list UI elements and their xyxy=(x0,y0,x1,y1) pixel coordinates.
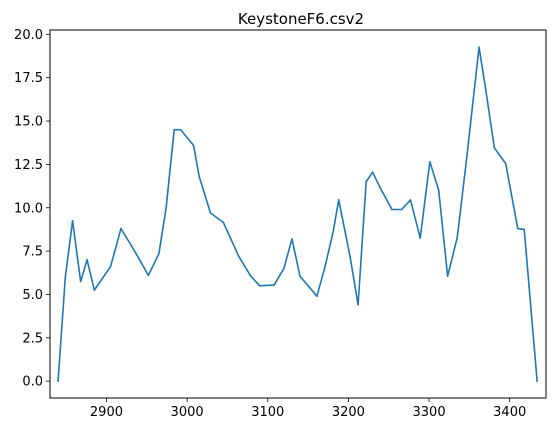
y-tick-label: 12.5 xyxy=(14,158,43,173)
data-point xyxy=(222,221,225,224)
data-point xyxy=(209,212,212,214)
data-point xyxy=(446,275,449,278)
data-point xyxy=(133,250,136,252)
data-point xyxy=(371,171,374,174)
data-point xyxy=(324,265,326,268)
data-point xyxy=(429,161,431,163)
data-point xyxy=(523,228,526,231)
data-point xyxy=(337,199,340,201)
data-point xyxy=(332,231,334,233)
y-tick-label: 17.5 xyxy=(14,71,43,86)
data-point xyxy=(516,227,519,230)
data-point xyxy=(409,199,412,201)
x-axis: 2900 3000 3100 3200 3300 3400 xyxy=(90,398,526,420)
x-tick-label: 3300 xyxy=(413,405,446,420)
x-tick-label: 3200 xyxy=(332,405,365,420)
x-tick-label: 3100 xyxy=(251,405,284,420)
data-point xyxy=(465,161,467,164)
data-point xyxy=(478,46,480,49)
data-point xyxy=(86,258,88,261)
y-tick-label: 2.5 xyxy=(22,331,43,346)
y-tick-label: 20.0 xyxy=(14,28,43,43)
data-point xyxy=(109,265,112,268)
data-point xyxy=(192,144,195,147)
data-point xyxy=(273,284,276,286)
data-point xyxy=(365,180,367,183)
data-point xyxy=(379,187,382,190)
data-point xyxy=(456,236,459,239)
data-point xyxy=(391,208,393,211)
y-tick-label: 7.5 xyxy=(22,245,43,260)
data-point xyxy=(316,295,318,298)
data-point xyxy=(437,189,440,192)
data-point xyxy=(299,275,301,278)
data-point xyxy=(93,289,96,291)
chart-title: KeystoneF6.csv2 xyxy=(238,10,364,28)
data-point xyxy=(536,380,538,382)
y-axis: 0.0 2.5 5.0 7.5 10.0 12.5 15.0 17.5 20.0 xyxy=(14,28,50,390)
data-point xyxy=(71,219,74,222)
series-line xyxy=(57,46,538,382)
x-tick-label: 2900 xyxy=(90,405,123,420)
data-point xyxy=(400,208,403,211)
data-point xyxy=(349,255,351,258)
data-point xyxy=(173,128,176,131)
data-point xyxy=(147,274,150,277)
data-point xyxy=(57,380,59,382)
plot-area xyxy=(57,46,538,382)
axes-frame xyxy=(49,29,547,399)
data-point xyxy=(258,284,261,287)
data-point xyxy=(64,276,67,278)
x-tick-label: 3400 xyxy=(493,405,526,420)
data-point xyxy=(198,175,201,178)
y-tick-label: 0.0 xyxy=(22,375,43,390)
data-point xyxy=(357,304,359,306)
y-tick-label: 10.0 xyxy=(14,201,43,216)
x-tick-label: 3000 xyxy=(171,405,204,420)
data-point xyxy=(179,128,182,131)
data-point xyxy=(283,267,285,270)
data-point xyxy=(237,255,240,258)
data-point xyxy=(291,238,293,240)
data-point xyxy=(419,237,421,239)
data-point xyxy=(158,252,160,255)
data-point xyxy=(484,87,487,89)
data-point xyxy=(165,206,167,209)
data-point xyxy=(120,227,122,230)
y-tick-label: 15.0 xyxy=(14,115,43,130)
data-point xyxy=(504,162,507,165)
data-point xyxy=(79,280,82,283)
data-point xyxy=(493,147,496,149)
y-tick-label: 5.0 xyxy=(22,288,43,303)
data-point xyxy=(250,275,252,278)
